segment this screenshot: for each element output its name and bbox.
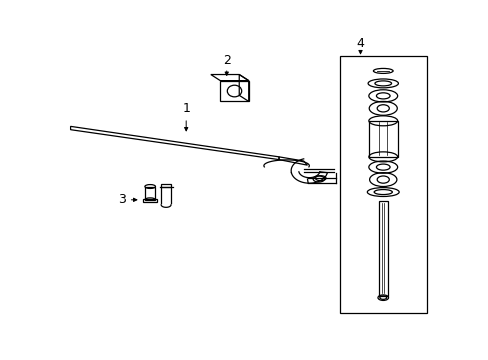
Text: 3: 3 <box>118 193 126 206</box>
Bar <box>220 81 248 102</box>
Bar <box>368 121 397 157</box>
Text: 1: 1 <box>182 102 190 115</box>
Text: 2: 2 <box>223 54 230 67</box>
Bar <box>339 56 426 314</box>
Text: 4: 4 <box>356 37 364 50</box>
Bar <box>161 184 171 186</box>
Bar <box>378 201 387 296</box>
Bar <box>144 186 155 200</box>
